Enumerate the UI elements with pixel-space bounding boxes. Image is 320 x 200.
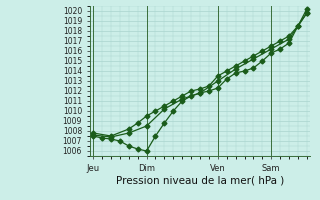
X-axis label: Pression niveau de la mer( hPa ): Pression niveau de la mer( hPa ) [116,175,284,185]
